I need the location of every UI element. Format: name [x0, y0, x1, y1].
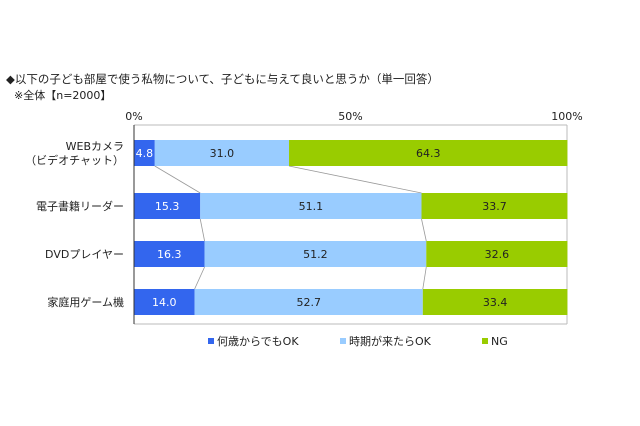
x-tick-label: 0%: [125, 110, 142, 123]
legend-label: 時期が来たらOK: [349, 334, 432, 348]
chart-subtitle: ※全体【n=2000】: [14, 89, 112, 102]
legend-swatch: [482, 338, 488, 344]
bar-segment: [289, 140, 568, 166]
bar-segment: [421, 193, 568, 219]
bar-segment: [204, 241, 427, 267]
category-label: 家庭用ゲーム機: [47, 295, 124, 309]
legend-label: 何歳からでもOK: [217, 335, 299, 348]
category-label: WEBカメラ: [66, 140, 124, 153]
data-label: 52.7: [296, 296, 321, 309]
data-label: 31.0: [210, 147, 235, 160]
data-label: 32.6: [485, 248, 510, 261]
bar-segment: [134, 140, 155, 166]
data-label: 64.3: [416, 147, 441, 160]
category-label: （ビデオチャット）: [25, 153, 124, 167]
data-label: 51.2: [303, 248, 328, 261]
x-tick-label: 100%: [551, 110, 582, 123]
legend-swatch: [208, 338, 214, 344]
bar-segment: [134, 241, 205, 267]
data-label: 51.1: [299, 200, 324, 213]
series-connector-line: [194, 266, 205, 290]
bar-segment: [134, 289, 195, 315]
legend-label: NG: [491, 335, 508, 348]
bar-segment: [200, 193, 422, 219]
data-label: 4.8: [136, 147, 154, 160]
data-label: 15.3: [155, 200, 180, 213]
bar-segment: [134, 193, 201, 219]
data-label: 33.7: [482, 200, 507, 213]
data-label: 16.3: [157, 248, 182, 261]
bar-segment: [426, 241, 568, 267]
data-label: 33.4: [483, 296, 508, 309]
bar-segment: [194, 289, 423, 315]
data-label: 14.0: [152, 296, 177, 309]
series-connector-line: [288, 165, 422, 194]
legend-swatch: [340, 338, 346, 344]
series-connector-line: [422, 266, 427, 290]
category-label: DVDプレイヤー: [45, 248, 124, 261]
chart-title: ◆以下の子ども部屋で使う私物について、子どもに与えて良いと思うか（単一回答）: [6, 72, 439, 86]
bar-segment: [154, 140, 290, 166]
series-connector-line: [154, 165, 201, 194]
series-connector-line: [421, 218, 427, 242]
series-connector-line: [199, 218, 205, 242]
category-label: 電子書籍リーダー: [36, 199, 124, 213]
bar-segment: [422, 289, 568, 315]
x-tick-label: 50%: [338, 110, 362, 123]
